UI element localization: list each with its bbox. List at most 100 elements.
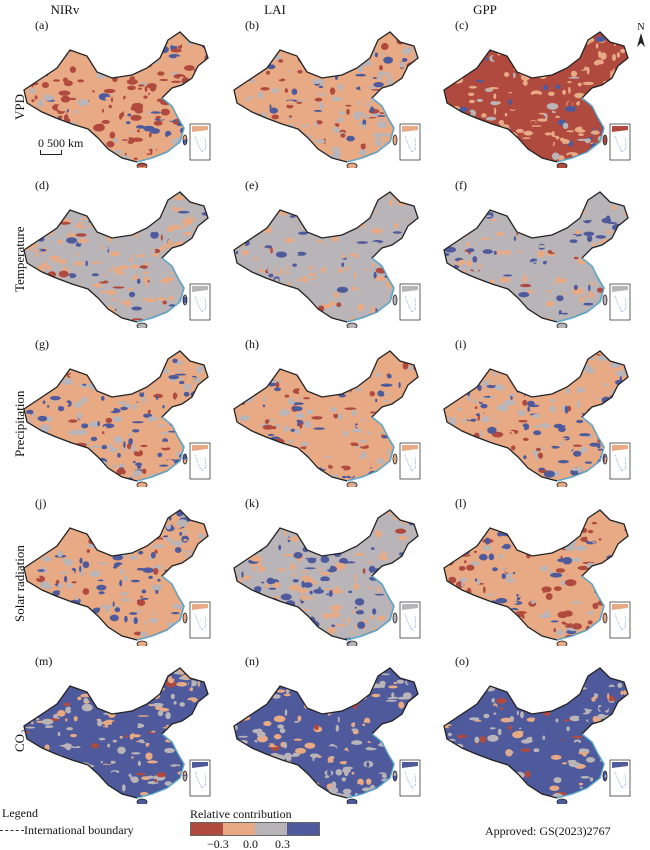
map-pixel-cluster: [341, 62, 352, 70]
map-pixel-cluster: [310, 145, 315, 152]
map-pixel-cluster: [560, 207, 566, 210]
map-pixel-cluster: [336, 302, 342, 307]
map-pixel-cluster: [31, 421, 43, 427]
map-pixel-cluster: [164, 572, 175, 578]
map-pixel-cluster: [323, 588, 335, 591]
map-pixel-cluster: [560, 524, 563, 527]
map-pixel-cluster: [102, 576, 115, 584]
map-pixel-cluster: [42, 534, 55, 537]
map-pixel-cluster: [496, 192, 506, 197]
map-pixel-cluster: [448, 588, 454, 593]
map-pixel-cluster: [68, 430, 80, 436]
map-pixel-cluster: [329, 300, 336, 306]
map-pixel-cluster: [172, 279, 182, 287]
map-pixel-cluster: [579, 424, 586, 430]
map-pixel-cluster: [522, 137, 531, 139]
map-pixel-cluster: [26, 543, 30, 551]
map-pixel-cluster: [487, 426, 497, 434]
map-pixel-cluster: [456, 229, 465, 235]
map-pixel-cluster: [56, 463, 60, 468]
map-pixel-cluster: [496, 404, 508, 412]
map-pixel-cluster: [270, 380, 282, 384]
map-pixel-cluster: [490, 243, 494, 250]
map-pixel-cluster: [553, 281, 559, 284]
map-pixel-cluster: [451, 214, 463, 219]
map-pixel-cluster: [375, 372, 381, 378]
map-pixel-cluster: [582, 125, 592, 131]
map-pixel-cluster: [28, 362, 31, 371]
map-pixel-cluster: [320, 202, 330, 209]
map-pixel-cluster: [560, 441, 563, 446]
map-pixel-cluster: [243, 152, 248, 155]
map-pixel-cluster: [320, 555, 330, 563]
map-pixel-cluster: [534, 220, 538, 228]
map-pixel-cluster: [50, 307, 58, 316]
map-pixel-cluster: [46, 40, 50, 43]
map-pixel-cluster: [459, 593, 468, 599]
map-pixel-cluster: [457, 67, 466, 75]
map-pixel-cluster: [96, 256, 102, 262]
map-pixel-cluster: [30, 58, 42, 61]
map-pixel-cluster: [380, 316, 385, 322]
map-pixel-cluster: [562, 200, 566, 204]
map-pixel-cluster: [504, 242, 514, 245]
map-pixel-cluster: [301, 208, 305, 213]
map-pixel-cluster: [555, 568, 566, 573]
map-pixel-cluster: [242, 311, 246, 315]
map-pixel-cluster: [119, 568, 125, 575]
map-pixel-cluster: [58, 76, 61, 83]
map-pixel-cluster: [118, 92, 127, 95]
map-pixel-cluster: [337, 109, 340, 116]
panel-label: (f): [455, 178, 467, 192]
map-pixel-cluster: [176, 409, 184, 416]
map-pixel-cluster: [161, 447, 171, 451]
map-pixel-cluster: [128, 438, 133, 445]
map-pixel-cluster: [124, 615, 128, 623]
map-pixel-cluster: [606, 563, 615, 566]
map-pixel-cluster: [113, 381, 121, 389]
map-pixel-cluster: [123, 35, 133, 41]
map-pixel-cluster: [114, 382, 120, 388]
map-pixel-cluster: [488, 553, 495, 561]
map-pixel-cluster: [491, 524, 502, 526]
map-pixel-cluster: [625, 436, 628, 443]
map-pixel-cluster: [185, 375, 193, 381]
map-pixel-cluster: [278, 321, 282, 325]
map-pixel-cluster: [501, 573, 506, 580]
map-pixel-cluster: [138, 359, 147, 365]
map-pixel-cluster: [478, 297, 483, 301]
map-pixel-cluster: [410, 402, 416, 408]
map-pixel-cluster: [472, 256, 478, 263]
map-pixel-cluster: [570, 610, 583, 616]
map-pixel-cluster: [234, 232, 239, 238]
map-pixel-cluster: [275, 381, 280, 388]
map-pixel-cluster: [292, 263, 297, 267]
map-pixel-cluster: [28, 396, 36, 400]
map-pixel-cluster: [121, 513, 127, 516]
map-pixel-cluster: [321, 466, 328, 470]
map-pixel-cluster: [314, 584, 324, 587]
map-pixel-cluster: [198, 559, 206, 562]
map-pixel-cluster: [75, 456, 86, 461]
map-pixel-cluster: [595, 59, 605, 65]
map-pixel-cluster: [201, 201, 206, 203]
map-pixel-cluster: [292, 420, 298, 427]
map-pixel-cluster: [98, 610, 104, 616]
map-pixel-cluster: [348, 590, 353, 594]
map-pixel-cluster: [594, 595, 597, 598]
map-pixel-cluster: [568, 86, 571, 94]
map-pixel-cluster: [58, 519, 71, 525]
map-pixel-cluster: [234, 404, 235, 408]
map-pixel-cluster: [243, 257, 249, 262]
map-pixel-cluster: [58, 288, 66, 292]
map-pixel-cluster: [234, 525, 236, 528]
map-pixel-cluster: [387, 374, 392, 379]
map-pixel-cluster: [617, 254, 624, 262]
map-pixel-cluster: [471, 195, 481, 202]
map-pixel-cluster: [113, 101, 121, 108]
map-pixel-cluster: [151, 519, 164, 522]
map-pixel-cluster: [138, 267, 144, 273]
map-pixel-cluster: [290, 512, 299, 516]
map-pixel-cluster: [472, 265, 480, 272]
map-pixel-cluster: [304, 372, 317, 377]
